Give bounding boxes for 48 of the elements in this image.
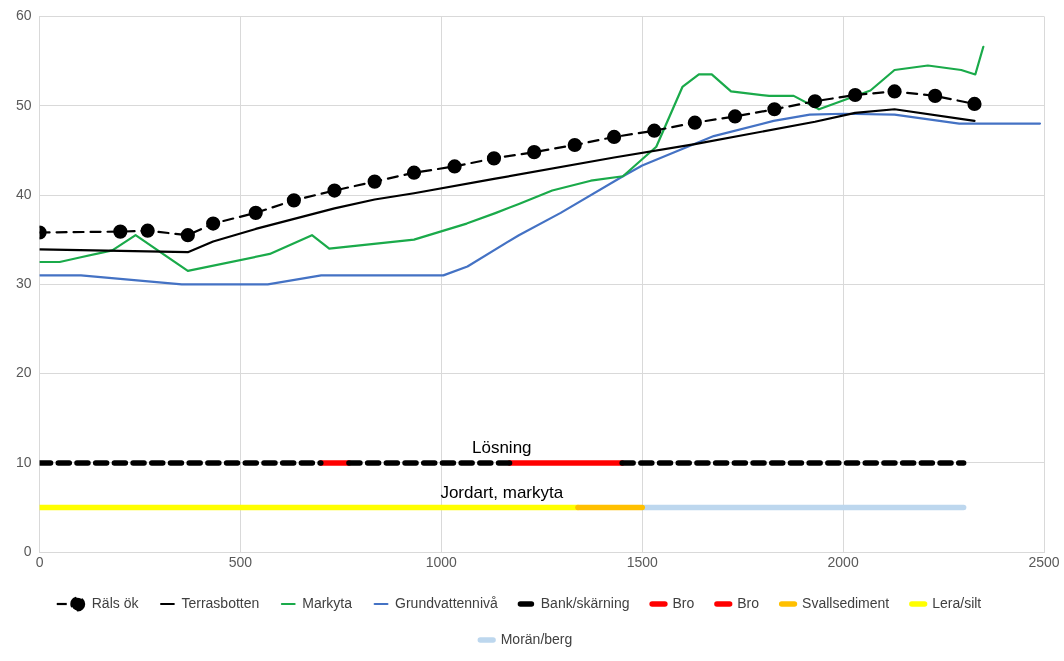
point (727, 109, 743, 124)
point (928, 88, 943, 103)
point (767, 102, 782, 117)
legend-label: Bank/skärning (540, 594, 630, 611)
y-tick-label: 40 (15, 185, 32, 202)
legend-label: Markyta (302, 594, 353, 611)
x-tick-label: 0 (35, 554, 44, 571)
annotation: Jordart, markyta (440, 482, 564, 502)
point (687, 115, 702, 130)
x-tick-label: 1500 (626, 554, 659, 571)
legend-label: Bro (672, 594, 695, 611)
legend-label: Lera/silt (932, 594, 982, 611)
legend-label: Svallsediment (802, 594, 890, 611)
point (486, 151, 502, 166)
x-tick-label: 500 (228, 554, 253, 571)
point (113, 224, 128, 239)
y-tick-label: 0 (23, 543, 32, 560)
point (567, 137, 582, 153)
point (180, 228, 195, 243)
point (447, 159, 462, 174)
point (206, 216, 221, 231)
point (527, 145, 542, 160)
x-tick-label: 1000 (425, 554, 458, 571)
point (647, 123, 662, 138)
annotation: Lösning (472, 438, 532, 458)
legend-label: Räls ök (91, 594, 140, 611)
y-tick-label: 50 (15, 96, 32, 113)
y-tick-label: 60 (15, 7, 32, 24)
point (406, 165, 422, 180)
x-tick-label: 2500 (1028, 554, 1060, 571)
point (286, 193, 301, 208)
point (248, 205, 263, 220)
legend-label: Grundvattennivå (395, 594, 498, 611)
y-tick-label: 30 (15, 275, 32, 292)
point (807, 94, 823, 109)
point (607, 129, 622, 145)
point (327, 183, 342, 198)
point (887, 84, 902, 99)
legend-label: Terrasbotten (181, 594, 260, 611)
legend-label: Morän/berg (500, 630, 573, 647)
point (140, 223, 155, 238)
x-tick-label: 2000 (827, 554, 859, 571)
y-tick-label: 20 (15, 364, 32, 381)
point (367, 174, 382, 189)
point (967, 96, 982, 112)
point (848, 87, 863, 103)
y-tick-label: 10 (15, 453, 32, 470)
legend-label: Bro (737, 594, 760, 611)
